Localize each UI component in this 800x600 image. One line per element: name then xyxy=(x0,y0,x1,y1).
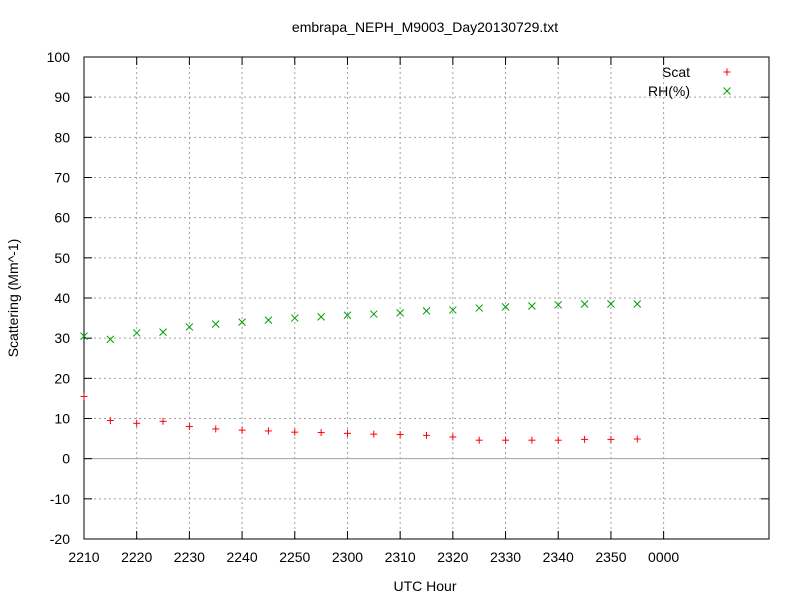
y-tick-label: 80 xyxy=(54,129,70,145)
rh-point xyxy=(501,302,510,311)
rh-point xyxy=(554,300,563,309)
x-tick-label: 2240 xyxy=(226,549,257,565)
scat-point xyxy=(133,419,141,427)
scat-point xyxy=(528,436,536,444)
rh-point xyxy=(290,314,299,322)
x-tick-label: 2230 xyxy=(174,549,205,565)
rh-point xyxy=(159,328,167,336)
scat-point xyxy=(291,428,299,436)
rh-point xyxy=(607,300,615,308)
rh-point xyxy=(475,304,484,312)
scat-point xyxy=(581,435,589,443)
x-tick-labels: 2210 2220 2230 2240 2250 2300 2310 2320 2330 2340… xyxy=(68,549,679,565)
chart-title: embrapa_NEPH_M9003_Day20130729.txt xyxy=(292,19,558,35)
x-tick-label: 2340 xyxy=(543,549,574,565)
scat-point xyxy=(185,423,193,431)
rh-point xyxy=(369,310,378,318)
scat-point xyxy=(502,436,510,444)
y-tick-label: -20 xyxy=(50,531,70,547)
tick-marks xyxy=(83,56,769,540)
y-tick-label: 30 xyxy=(54,330,70,346)
rh-point xyxy=(132,329,141,337)
y-tick-label: 40 xyxy=(54,290,70,306)
legend-label-rh: RH(%) xyxy=(648,83,690,99)
legend: Scat RH(%) xyxy=(648,64,731,99)
scat-point xyxy=(80,392,88,400)
y-tick-labels: -20 -10 0 10 20 30 40 50 60 70 80 90 100 xyxy=(47,49,71,547)
scat-point xyxy=(633,435,641,443)
rh-point xyxy=(238,318,246,326)
rh-point xyxy=(106,335,115,344)
x-axis-label: UTC Hour xyxy=(393,578,456,594)
scat-point xyxy=(475,436,483,444)
scat-point xyxy=(343,429,351,437)
y-tick-label: 100 xyxy=(47,49,71,65)
scat-point xyxy=(212,425,220,433)
rh-point xyxy=(580,300,589,308)
y-tick-label: 90 xyxy=(54,89,70,105)
legend-marker-rh xyxy=(723,87,731,95)
rh-point xyxy=(317,313,325,321)
rh-point xyxy=(633,300,642,308)
y-tick-label: 20 xyxy=(54,370,70,386)
scat-point xyxy=(607,435,615,443)
legend-marker-scat xyxy=(723,68,731,76)
rh-point xyxy=(211,320,220,328)
rh-point xyxy=(448,306,457,314)
x-tick-label: 2250 xyxy=(279,549,310,565)
y-tick-label: 50 xyxy=(54,250,70,266)
scat-point xyxy=(423,431,430,439)
x-tick-label: 2320 xyxy=(437,549,468,565)
legend-marker-rh-glyph xyxy=(723,87,731,95)
scat-point xyxy=(449,433,457,441)
scat-point xyxy=(370,430,378,438)
grid-lines xyxy=(84,57,769,539)
scat-point xyxy=(106,417,114,425)
y-tick-label: 0 xyxy=(62,451,70,467)
x-tick-label: 0000 xyxy=(648,549,679,565)
y-axis-label: Scattering (Mm^-1) xyxy=(5,239,21,358)
scat-point xyxy=(238,426,246,434)
rh-point xyxy=(264,316,273,324)
rh-point xyxy=(396,309,405,317)
x-tick-label: 2300 xyxy=(332,549,363,565)
rh-point xyxy=(185,323,194,331)
y-tick-label: 60 xyxy=(54,210,70,226)
x-tick-label: 2220 xyxy=(121,549,152,565)
x-tick-label: 2210 xyxy=(68,549,99,565)
scat-point xyxy=(396,431,404,439)
plot-frame xyxy=(83,56,770,540)
y-tick-label: -10 xyxy=(50,491,70,507)
data-points xyxy=(80,300,642,444)
rh-point xyxy=(528,302,536,310)
x-tick-label: 2330 xyxy=(490,549,521,565)
legend-marker-scat-glyph xyxy=(723,68,731,76)
rh-point xyxy=(422,306,431,315)
x-tick-label: 2310 xyxy=(385,549,416,565)
rh-point xyxy=(343,311,352,320)
x-tick-label: 2350 xyxy=(595,549,626,565)
scat-point xyxy=(554,436,562,444)
scat-point xyxy=(264,427,272,435)
scat-point xyxy=(159,417,167,425)
legend-label-scat: Scat xyxy=(662,64,690,80)
y-tick-label: 70 xyxy=(54,170,70,186)
scat-point xyxy=(317,429,325,437)
y-tick-label: 10 xyxy=(54,411,70,427)
rh-point xyxy=(80,332,88,341)
